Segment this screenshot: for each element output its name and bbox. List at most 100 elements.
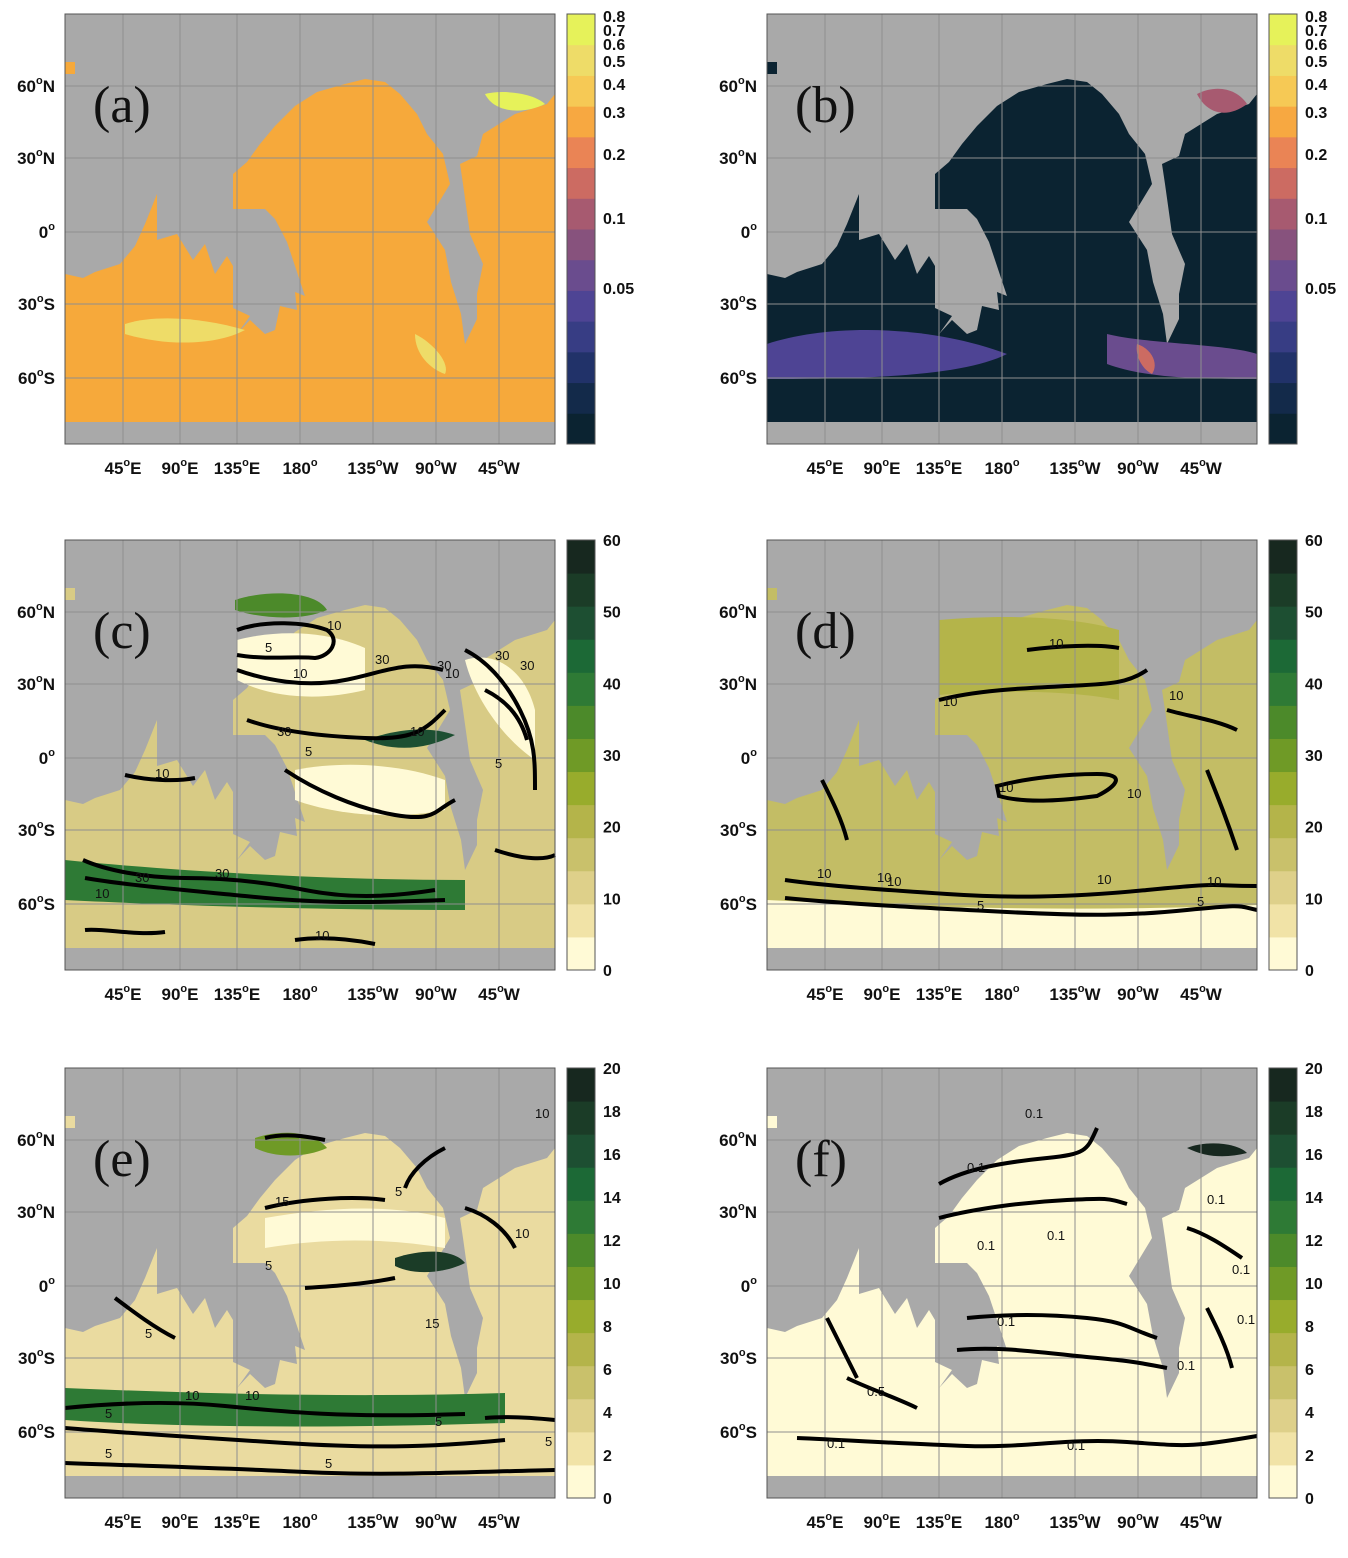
contour-label: 10	[1097, 872, 1111, 887]
y-tick-label: 60oN	[719, 601, 757, 622]
contour-line	[84, 876, 446, 905]
map-frame	[64, 539, 556, 971]
colorbar-segment	[567, 44, 595, 76]
contour-label: 10	[1207, 874, 1221, 889]
y-tick-label: 30oN	[17, 673, 55, 694]
high-value-patch	[365, 729, 455, 748]
panel-label: (e)	[93, 1131, 151, 1188]
contour-label: 10	[943, 694, 957, 709]
y-tick-label: 60oS	[720, 1421, 757, 1442]
colorbar-segment	[1269, 413, 1297, 445]
colorbar-tick-label: 0.4	[603, 77, 625, 94]
y-tick-label: 30oS	[720, 1347, 757, 1368]
contour-label: 0.1	[1207, 1192, 1225, 1207]
map-f: 0.1 0.1 0.1 0.1 0.1 0.1 0.5 0.1 0.1 0.1 0.1 0.1 (f) 6…	[719, 1061, 1323, 1532]
colorbar-segment	[1269, 14, 1297, 46]
contour-line	[1205, 1307, 1234, 1369]
contour-line	[403, 1146, 446, 1189]
colorbar-tick-label: 0.7	[1305, 23, 1327, 40]
colorbar-tick-label: 10	[603, 1276, 621, 1293]
x-tick-label: 135oE	[916, 457, 962, 478]
colorbar-tick-label: 2	[603, 1448, 612, 1465]
colorbar-tick-label: 12	[1305, 1233, 1323, 1250]
contour-label: 5	[325, 1456, 332, 1471]
panel-b: (b) 60oN 30oN 0o 30oS 60oS 45oE 90oE 135oE 180o 13…	[719, 9, 1347, 504]
x-tick-label: 180o	[282, 457, 317, 478]
x-tick-label: 45oE	[105, 457, 142, 478]
low-value-patch	[237, 633, 365, 697]
contour-label: 5	[265, 640, 272, 655]
y-tick-label: 30oS	[720, 293, 757, 314]
contour-label: 10	[410, 724, 424, 739]
contour-label: 30	[375, 652, 389, 667]
colorbar-tick-label: 40	[603, 676, 621, 693]
colorbar-tick-label: 10	[1305, 1276, 1323, 1293]
colorbar-tick-label: 0.1	[603, 211, 625, 228]
y-tick-label: 60oS	[720, 893, 757, 914]
y-tick-label: 0o	[39, 221, 55, 242]
x-tick-label: 45oE	[807, 983, 844, 1004]
high-value-patch	[125, 318, 245, 343]
colorbar-segment	[1269, 573, 1297, 607]
colorbar-segment	[567, 1101, 595, 1135]
contour-line	[1186, 1226, 1244, 1260]
contour-line	[994, 771, 1118, 803]
colorbar-tick-label: 6	[603, 1362, 612, 1379]
colorbar-tick-label: 0	[1305, 963, 1314, 980]
low-value-patch	[265, 1208, 445, 1248]
x-tick-label: 45oE	[807, 1511, 844, 1532]
colorbar-segment	[567, 540, 595, 574]
high-value-patch	[1136, 344, 1155, 374]
panel-label: (a)	[93, 77, 151, 134]
colorbar-segment	[567, 804, 595, 839]
contour-label: 5	[145, 1326, 152, 1341]
colorbar-segment	[567, 106, 595, 138]
contour-label: 0.5	[867, 1384, 885, 1399]
x-tick-label: 90oE	[864, 1511, 901, 1532]
contour-label: 15	[425, 1316, 439, 1331]
colorbar-segment	[1269, 1101, 1297, 1135]
colorbar-segment	[1269, 290, 1297, 322]
contour-label: 10	[877, 870, 891, 885]
colorbar-tick-label: 30	[603, 748, 621, 765]
contour-line	[236, 621, 336, 661]
contour-line	[938, 668, 1149, 702]
x-tick-label: 45oW	[1180, 1511, 1223, 1532]
x-tick-label: 180o	[282, 983, 317, 1004]
contour-line	[966, 1313, 1158, 1340]
x-tick-label: 180o	[984, 983, 1019, 1004]
colorbar-segment	[1269, 321, 1297, 353]
contour-line	[464, 648, 537, 791]
colorbar-segment	[1269, 167, 1297, 199]
contour-line	[113, 1296, 176, 1340]
x-tick-label: 135oW	[1049, 983, 1101, 1004]
y-tick-label: 60oS	[720, 367, 757, 388]
colorbar-tick-label: 0.6	[1305, 37, 1327, 54]
colorbar-segment	[1269, 903, 1297, 938]
contour-label: 0.1	[1025, 1106, 1043, 1121]
contour-label: 5	[495, 756, 502, 771]
colorbar-tick-label: 16	[603, 1147, 621, 1164]
contour-line	[64, 1400, 466, 1418]
x-tick-label: 180o	[282, 1511, 317, 1532]
map-frame	[766, 13, 1258, 445]
contour-line	[64, 1426, 506, 1449]
x-tick-label: 45oW	[1180, 983, 1223, 1004]
y-tick-label: 30oN	[719, 673, 757, 694]
contour-label: 5	[1197, 894, 1204, 909]
colorbar-tick-label: 2	[1305, 1448, 1314, 1465]
colorbar-tick-label: 4	[603, 1405, 612, 1422]
colorbar-segment	[567, 198, 595, 230]
contour-line	[264, 1133, 326, 1142]
colorbar-segment	[567, 738, 595, 773]
map-frame	[766, 539, 1258, 971]
y-tick-label: 0o	[741, 221, 757, 242]
contour-line	[84, 927, 166, 936]
colorbar-segment	[567, 837, 595, 872]
contour-line	[264, 1196, 386, 1210]
colorbar-tick-label: 0.05	[603, 281, 634, 298]
colorbar-segment	[567, 639, 595, 673]
colorbar-frame	[566, 13, 596, 445]
